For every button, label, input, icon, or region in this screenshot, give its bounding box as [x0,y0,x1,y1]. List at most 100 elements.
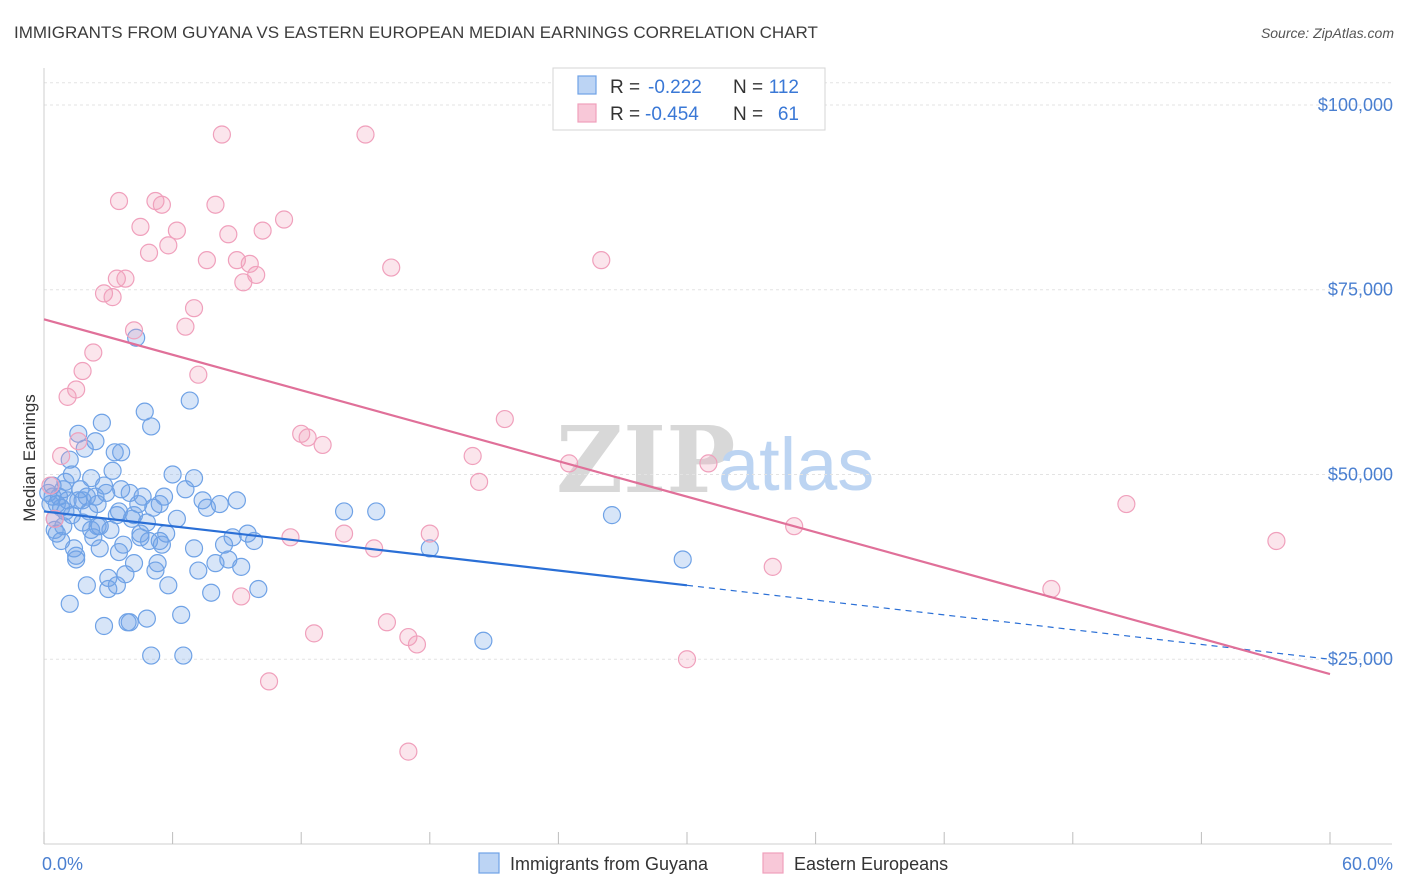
point-0-59 [172,605,191,624]
point-0-101 [82,520,101,540]
point-0-79 [67,546,86,565]
point-0-8 [56,472,75,491]
bottom-legend-label-guyana: Immigrants from Guyana [510,854,709,874]
point-1-44 [463,446,482,466]
point-1-45 [469,472,489,491]
point-1-27 [240,254,259,273]
trend-lines [43,318,1331,676]
watermark-zip: ZIP [556,406,735,514]
bottom-legend-swatch-eastern [762,852,784,874]
point-0-82 [99,579,118,599]
point-1-58 [1267,531,1286,551]
point-0-106 [420,539,439,558]
point-0-25 [92,413,111,432]
point-0-110 [137,609,156,628]
point-0-107 [474,631,493,650]
point-0-50 [146,561,165,580]
point-1-48 [592,251,611,270]
point-0-108 [602,506,622,525]
point-0-68 [210,494,229,514]
point-0-72 [227,491,246,510]
trend-line-1 [43,318,1331,676]
point-1-55 [399,742,418,761]
point-1-12 [131,217,150,236]
point-1-22 [206,195,225,214]
point-0-66 [202,583,221,602]
x-tick-left: 0.0% [42,854,83,874]
point-1-31 [281,528,300,547]
point-0-31 [105,443,124,462]
point-1-50 [699,454,718,473]
y-tick-label-0: $25,000 [1328,649,1393,669]
point-1-39 [377,613,397,632]
point-0-83 [109,542,129,562]
point-1-6 [84,343,103,362]
watermark: ZIP atlas [556,406,874,514]
bottom-legend: Immigrants from Guyana Eastern Europeans [478,852,948,874]
point-1-53 [232,587,251,606]
point-0-26 [94,616,114,636]
point-0-88 [184,539,204,558]
point-0-22 [86,432,105,451]
point-1-16 [159,236,178,255]
y-tick-label-1: $50,000 [1328,464,1393,484]
axes [43,68,1392,845]
point-0-27 [97,483,116,503]
point-0-87 [174,646,193,665]
point-0-55 [157,524,176,543]
point-0-62 [184,469,204,488]
point-0-86 [142,646,161,665]
point-1-19 [184,299,204,318]
point-1-24 [219,225,238,244]
point-1-30 [274,210,294,229]
point-0-21 [84,528,103,547]
watermark-atlas: atlas [718,423,874,506]
chart-source: Source: ZipAtlas.com [1261,25,1394,41]
point-1-13 [139,243,159,262]
legend-n-label-guyana: N = [733,77,763,98]
point-0-104 [334,502,354,521]
point-0-30 [103,461,122,480]
x-tick-right: 60.0% [1342,854,1393,874]
point-1-60 [69,432,88,451]
point-1-4 [67,380,86,399]
point-0-102 [90,539,109,558]
legend-r-label-guyana: R = [610,77,640,98]
y-tick-label-2: $75,000 [1328,280,1393,300]
legend-swatch-eastern [577,103,597,123]
point-1-8 [103,288,122,307]
point-1-28 [247,265,266,285]
legend-r-value-guyana: -0.222 [648,77,702,98]
point-1-9 [109,191,129,211]
point-0-105 [367,502,386,521]
point-0-76 [249,579,268,599]
point-0-41 [127,328,146,347]
legend-swatch-guyana [577,75,597,95]
legend-box: R = -0.222 N = 112 R = -0.454 N = 61 [552,67,826,131]
point-1-0 [41,476,60,495]
point-1-34 [304,624,324,643]
point-1-35 [313,435,332,455]
point-1-43 [420,524,439,543]
point-1-15 [152,195,171,214]
point-0-109 [673,550,692,569]
point-0-58 [167,509,186,528]
point-1-1 [45,509,64,528]
bottom-legend-label-eastern: Eastern Europeans [794,854,948,874]
point-0-84 [120,613,139,632]
chart-title: IMMIGRANTS FROM GUYANA VS EASTERN EUROPE… [14,23,818,42]
legend-n-value-guyana: 112 [769,77,799,98]
point-0-44 [133,487,152,506]
gridlines [44,82,1392,660]
point-1-17 [167,221,186,240]
point-0-85 [131,528,150,547]
point-1-11 [124,321,144,340]
legend-n-value-eastern: 61 [778,104,799,125]
series-guyana-points [39,328,692,665]
point-1-29 [253,221,272,240]
point-0-73 [232,557,251,576]
point-0-80 [77,576,96,595]
point-0-100 [73,491,92,510]
y-tick-label-3: $100,000 [1318,95,1393,115]
